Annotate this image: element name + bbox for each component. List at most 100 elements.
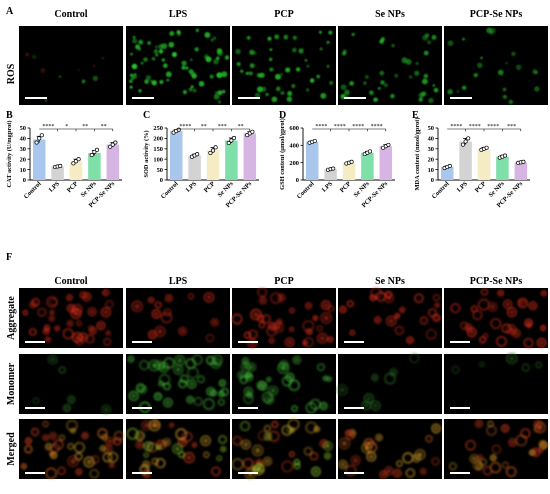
cell-ring xyxy=(305,402,317,414)
cell-core xyxy=(328,377,331,381)
data-point xyxy=(71,161,76,166)
cell-spot xyxy=(269,67,274,72)
micrograph-background xyxy=(126,288,230,348)
cell-spot xyxy=(161,58,166,62)
cell-core xyxy=(490,304,495,310)
cell-ring xyxy=(258,321,266,329)
cell-spot xyxy=(490,27,496,34)
cell-core xyxy=(376,318,380,322)
cell-ring xyxy=(218,379,226,387)
cell-ring xyxy=(472,310,483,320)
cell-core xyxy=(414,456,419,461)
cell-spot xyxy=(189,58,193,62)
cell-ring xyxy=(243,386,253,396)
row-label-ros: ROS xyxy=(6,63,17,84)
cell-spot xyxy=(432,84,436,87)
micrograph-background xyxy=(444,419,548,479)
cell-ring xyxy=(266,325,277,337)
cell-ring xyxy=(45,336,51,343)
cell-core xyxy=(294,357,299,363)
cell-spot xyxy=(456,90,460,93)
cell-spot xyxy=(132,38,138,44)
cell-core xyxy=(69,306,74,311)
cell-spot xyxy=(427,40,432,45)
cell-ring xyxy=(218,435,227,444)
cell-core xyxy=(366,440,372,446)
y-tick-label: 600 xyxy=(289,125,299,132)
cell-ring xyxy=(163,382,171,391)
cell-ring xyxy=(148,419,161,432)
data-point xyxy=(386,142,391,147)
data-point xyxy=(463,139,468,144)
cell-ring xyxy=(506,324,517,335)
cell-core xyxy=(193,443,196,447)
cell-spot xyxy=(138,39,144,45)
cell-ring xyxy=(67,455,79,467)
cell-spot xyxy=(462,37,466,41)
cell-ring xyxy=(156,444,162,450)
cell-core xyxy=(65,406,69,410)
cell-spot xyxy=(461,85,467,90)
cell-ring xyxy=(394,326,404,335)
cell-ring xyxy=(316,332,328,344)
cell-core xyxy=(68,321,72,325)
x-tick-label-lps: LPS xyxy=(321,180,335,194)
cell-core xyxy=(180,329,185,334)
cell-ring xyxy=(67,395,76,404)
micrograph-merged-lps xyxy=(126,419,230,479)
cell-core xyxy=(177,357,183,364)
cell-ring xyxy=(267,385,279,396)
cell-ring xyxy=(153,392,163,401)
cell-spot xyxy=(319,47,323,51)
cell-core xyxy=(134,303,140,310)
cell-spot xyxy=(379,39,384,44)
cell-spot xyxy=(158,49,164,54)
cell-ring xyxy=(114,431,124,441)
cell-core xyxy=(436,303,439,307)
cell-ring xyxy=(154,301,162,309)
cell-ring xyxy=(232,435,243,446)
micrograph-merged-pcp-se-nps xyxy=(444,419,548,479)
cell-core xyxy=(67,296,72,300)
cell-ring xyxy=(243,393,254,404)
cell-spot xyxy=(340,84,347,91)
data-point xyxy=(349,159,354,164)
cell-core xyxy=(44,436,48,440)
cell-core xyxy=(221,447,225,451)
cell-core xyxy=(129,357,133,361)
cell-ring xyxy=(102,288,110,297)
cell-core xyxy=(325,443,331,449)
data-point xyxy=(37,136,42,141)
cell-ring xyxy=(138,384,147,394)
cell-core xyxy=(131,393,137,399)
cell-ring xyxy=(533,426,540,433)
cell-spot xyxy=(221,71,228,78)
cell-ring xyxy=(88,325,94,331)
cell-spot xyxy=(165,71,172,78)
cell-core xyxy=(478,456,482,460)
cell-spot xyxy=(534,70,539,75)
cell-core xyxy=(26,439,31,443)
significance-mark: **** xyxy=(315,124,327,130)
significance-mark: *** xyxy=(218,124,227,130)
cell-core xyxy=(323,315,330,321)
cell-spot xyxy=(205,56,212,63)
cell-spot xyxy=(497,69,504,76)
cell-ring xyxy=(497,289,504,297)
cell-ring xyxy=(210,318,219,327)
cell-spot xyxy=(217,90,223,96)
cell-ring xyxy=(108,462,115,468)
cell-core xyxy=(239,373,243,377)
cell-ring xyxy=(163,397,173,408)
cell-core xyxy=(212,320,217,325)
cell-spot xyxy=(213,93,220,100)
cell-core xyxy=(220,381,225,385)
cell-spot xyxy=(265,92,269,97)
cell-ring xyxy=(134,430,145,441)
cell-ring xyxy=(323,441,333,451)
cell-spot xyxy=(534,86,540,92)
cell-ring xyxy=(203,292,215,303)
cell-spot xyxy=(185,66,189,70)
cell-ring xyxy=(320,312,332,324)
cell-spot xyxy=(166,78,170,82)
